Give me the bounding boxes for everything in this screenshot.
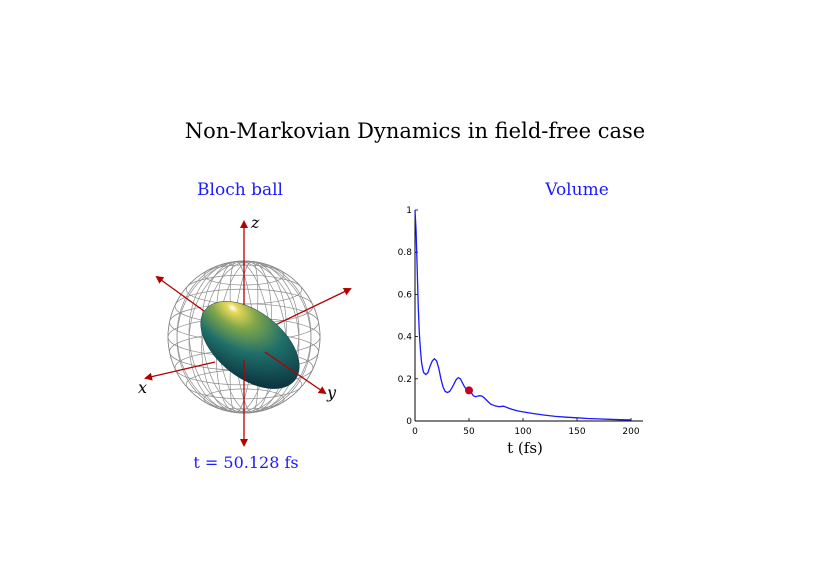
x-tick-label: 0 xyxy=(412,427,418,437)
bloch-ball-panel: Bloch ball z x y t = 50.128 fs xyxy=(138,180,352,472)
y-tick-label: 0.8 xyxy=(398,248,413,258)
current-time-marker xyxy=(465,386,473,395)
state-ellipsoid xyxy=(200,301,300,389)
z-axis-label: z xyxy=(250,213,260,232)
x-axis-title: t (fs) xyxy=(507,439,543,457)
chart-axes xyxy=(414,210,643,422)
y-tick-label: 1 xyxy=(406,206,412,216)
y-tick-label: 0.2 xyxy=(398,375,412,385)
y-tick-label: 0 xyxy=(406,417,412,427)
chart-title: Volume xyxy=(544,180,609,200)
y-tick-label: 0.6 xyxy=(398,290,413,300)
x-tick-label: 150 xyxy=(568,427,585,437)
x-axis-front xyxy=(144,361,216,381)
figure-title: Non-Markovian Dynamics in field-free cas… xyxy=(185,119,645,143)
volume-series-line xyxy=(414,209,632,421)
x-tick-label: 200 xyxy=(622,427,639,437)
volume-chart: Volume 0 50 100 150 200 0 0.2 0.4 0.6 0.8 1 t (fs) xyxy=(398,180,643,457)
y-tick-label: 0.4 xyxy=(398,333,413,343)
sphere-longitude-line xyxy=(167,260,321,414)
time-label: t = 50.128 fs xyxy=(193,453,298,472)
chart-ticks: 0 50 100 150 200 0 0.2 0.4 0.6 0.8 1 xyxy=(398,206,640,437)
y-axis-front xyxy=(264,351,327,395)
x-tick-label: 100 xyxy=(514,427,531,437)
y-axis-label: y xyxy=(326,383,337,402)
x-tick-label: 50 xyxy=(463,427,475,437)
bloch-ball-heading: Bloch ball xyxy=(197,180,283,200)
x-axis-label: x xyxy=(138,378,147,397)
